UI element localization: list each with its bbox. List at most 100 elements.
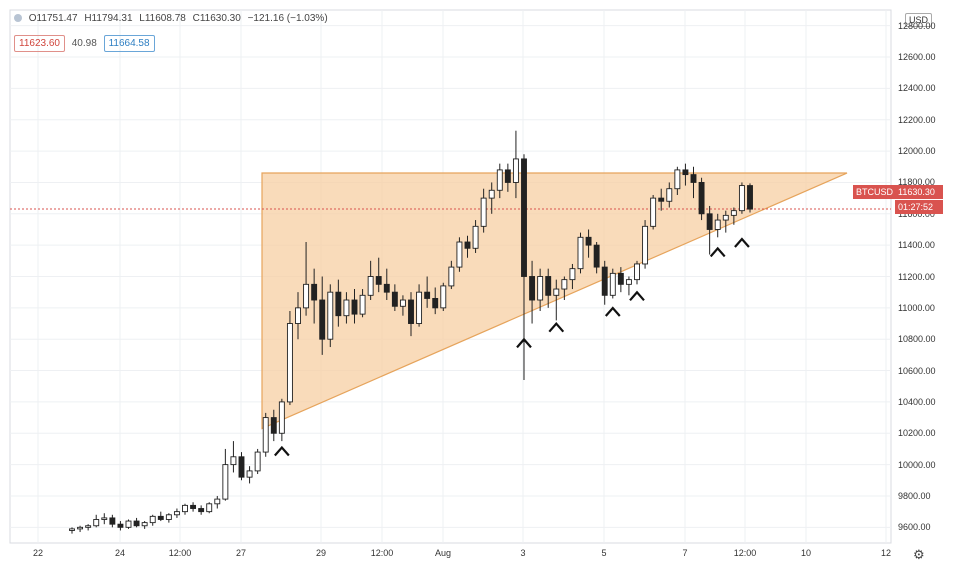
candle-body [101, 517, 108, 520]
candle-body [496, 169, 503, 191]
candle-body [504, 169, 511, 183]
candle-body [77, 526, 84, 530]
candle-body [222, 464, 229, 500]
gear-icon[interactable]: ⚙ [913, 547, 925, 562]
time-tick-label: 12 [880, 548, 892, 558]
candle-body [537, 276, 544, 301]
candle-body [690, 174, 697, 183]
time-tick-label: 3 [520, 548, 526, 558]
candle-body [529, 276, 536, 301]
candle-body [230, 456, 237, 466]
price-tick-label: 11200.00 [898, 271, 935, 282]
candle-body [165, 514, 172, 520]
candle-body [391, 291, 398, 307]
candle-body [254, 451, 261, 472]
candle-body [214, 498, 221, 505]
candle-body [85, 525, 92, 528]
ask-price[interactable]: 11664.58 [103, 35, 155, 52]
candle-body [593, 244, 600, 268]
candle-body [383, 283, 390, 293]
candle-body [206, 503, 213, 513]
symbol-price-tag: BTCUSD [853, 185, 897, 199]
candle-body [456, 241, 463, 268]
candle-body [190, 504, 197, 509]
time-tick-label: 12:00 [733, 548, 757, 558]
candle-body [198, 508, 205, 513]
candle-body [512, 158, 519, 183]
candle-body [569, 268, 576, 281]
change-value: −121.16 (−1.03%) [247, 13, 328, 24]
candle-body [464, 241, 471, 249]
time-tick-label: 10 [800, 548, 812, 558]
candle-body [545, 276, 552, 296]
price-tick-label: 10800.00 [898, 334, 936, 345]
candle-body [399, 299, 406, 307]
candle-body [125, 520, 132, 528]
candle-body [327, 291, 334, 340]
support-arrow [548, 321, 565, 333]
candle-body [270, 417, 277, 434]
candle-body [295, 307, 301, 324]
time-tick-label: 27 [235, 548, 247, 558]
candle-body [149, 515, 156, 524]
price-tick-label: 11400.00 [898, 240, 935, 251]
close-value: C11630.30 [192, 13, 241, 24]
time-tick-label: 24 [114, 548, 126, 558]
ohlc-readout: O11751.47 H11794.31 L11608.78 C11630.30 … [14, 13, 332, 24]
candle-body [682, 169, 689, 176]
candle-body [488, 189, 495, 199]
candle-body [367, 276, 374, 296]
candle-body [375, 276, 382, 285]
candle-body [408, 299, 414, 324]
candle-body [634, 263, 640, 281]
candle-body [286, 323, 293, 403]
candle-body [738, 185, 745, 212]
time-tick-label: 12:00 [168, 548, 192, 558]
support-arrow [734, 237, 750, 248]
candle-body [658, 197, 665, 202]
candle-body [319, 299, 326, 340]
current-price-label: 11630.30 [895, 185, 943, 199]
candle-body [416, 291, 423, 324]
candle-body [747, 185, 753, 210]
candle-body [303, 283, 310, 309]
candle-body [625, 279, 632, 285]
price-tick-label: 12600.00 [898, 52, 936, 63]
price-tick-label: 12200.00 [898, 114, 936, 125]
candle-body [432, 297, 439, 309]
price-tick-label: 9800.00 [898, 490, 931, 501]
candle-body [480, 197, 487, 227]
candle-body [714, 219, 721, 230]
candle-body [133, 520, 140, 527]
bid-price[interactable]: 11623.60 [14, 35, 65, 52]
candle-body [642, 225, 649, 265]
candle-body [238, 456, 245, 478]
candle-body [706, 213, 713, 230]
candle-body [311, 283, 318, 301]
symbol-status-icon [14, 14, 22, 22]
candle-body [278, 401, 285, 434]
candle-body [359, 294, 366, 315]
candle-body [730, 210, 737, 216]
time-tick-label: 5 [601, 548, 607, 558]
price-tick-label: 10400.00 [898, 396, 936, 407]
candle-body [117, 523, 124, 528]
price-tick-label: 11800.00 [898, 177, 935, 188]
candle-body [609, 272, 616, 296]
high-value: H11794.31 [84, 13, 133, 24]
support-arrow [274, 445, 290, 457]
price-tick-label: 10200.00 [898, 428, 936, 439]
candle-body [335, 291, 342, 317]
candle-body [246, 470, 253, 478]
candle-body [666, 188, 673, 202]
candle-countdown: 01:27:52 [895, 200, 943, 214]
open-value: O11751.47 [28, 13, 78, 24]
time-tick-label: 12:00 [370, 548, 394, 558]
candle-body [109, 517, 116, 525]
candle-body [141, 522, 148, 527]
price-tick-label: 12800.00 [898, 20, 936, 31]
currency-badge[interactable]: USD [905, 13, 933, 27]
support-arrow [516, 337, 532, 349]
candle-body [650, 197, 657, 227]
